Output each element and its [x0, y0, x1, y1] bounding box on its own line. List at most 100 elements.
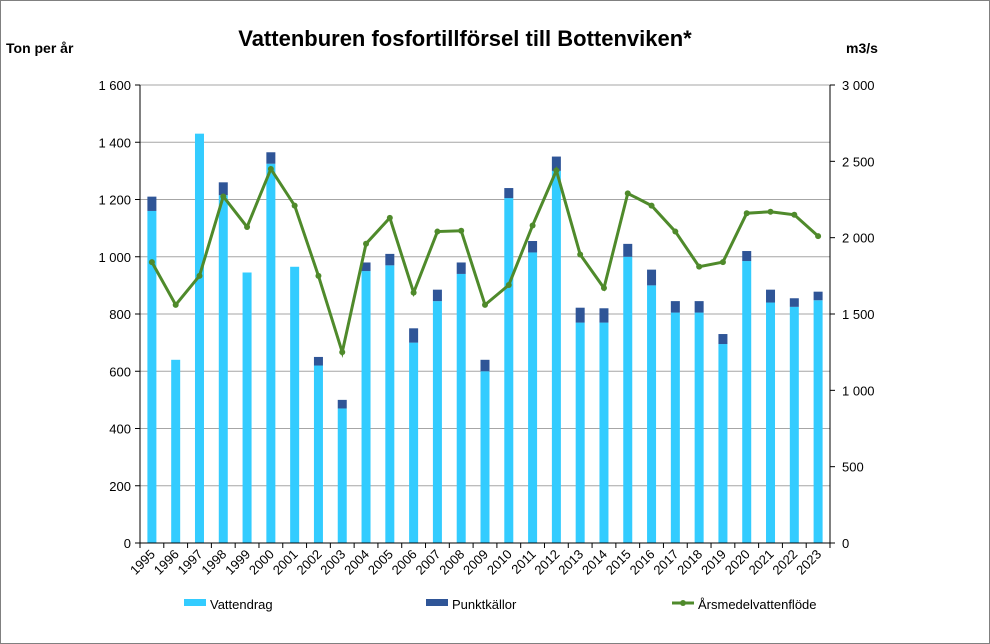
- x-tick-label: 2016: [627, 547, 658, 578]
- legend: Vattendrag Punktkällor Årsmedelvattenflöde: [184, 597, 817, 612]
- x-tick-label: 2020: [722, 547, 753, 578]
- legend-swatch-punktkallor: [426, 599, 448, 606]
- x-tick-label: 2022: [769, 547, 800, 578]
- flow-point: [410, 289, 417, 296]
- x-tick-label: 2009: [460, 547, 491, 578]
- flow-point: [434, 228, 441, 235]
- bar-vattendrag: [742, 261, 752, 543]
- flow-point: [624, 190, 631, 197]
- bar-vattendrag: [456, 273, 466, 543]
- bar-vattendrag: [266, 163, 276, 543]
- flow-point: [577, 251, 584, 258]
- x-tick-label: 2001: [270, 547, 301, 578]
- right-tick-label: 3 000: [842, 78, 875, 93]
- x-tick-label: 2003: [317, 547, 348, 578]
- right-tick-label: 500: [842, 460, 864, 475]
- legend-label-punktkallor: Punktkällor: [452, 597, 517, 612]
- x-tick-label: 2014: [579, 547, 610, 578]
- bar-vattendrag: [575, 322, 585, 543]
- x-tick-label: 2006: [389, 547, 420, 578]
- flow-point: [458, 227, 465, 234]
- bar-vattendrag: [789, 306, 799, 543]
- left-tick-label: 400: [109, 422, 131, 437]
- bar-punktkallor: [504, 188, 514, 199]
- flow-line-path: [150, 165, 820, 359]
- bar-vattendrag: [147, 210, 157, 543]
- flow-line: [148, 165, 822, 359]
- bar-vattendrag: [361, 271, 371, 543]
- bar-punktkallor: [528, 241, 538, 253]
- x-tick-label: 2012: [531, 547, 562, 578]
- flow-point: [719, 259, 726, 266]
- left-tick-label: 1 200: [98, 193, 131, 208]
- flow-point: [482, 301, 488, 308]
- x-tick-label: 1999: [222, 547, 253, 578]
- bar-punktkallor: [551, 156, 561, 171]
- bar-punktkallor: [147, 196, 157, 211]
- axes: [135, 84, 835, 548]
- left-tick-label: 800: [109, 307, 131, 322]
- x-tick-label: 2007: [412, 547, 443, 578]
- bar-vattendrag: [409, 342, 419, 543]
- bar-punktkallor: [670, 301, 680, 313]
- x-tick-label: 2018: [674, 547, 705, 578]
- bar-punktkallor: [718, 334, 728, 345]
- bar-vattendrag: [385, 265, 395, 543]
- bar-vattendrag: [647, 285, 657, 543]
- bar-vattendrag: [242, 272, 252, 543]
- x-tick-label: 2002: [294, 547, 325, 578]
- bar-punktkallor: [456, 262, 466, 274]
- right-axis-unit: m3/s: [846, 40, 878, 56]
- right-tick-label: 1 000: [842, 383, 875, 398]
- bar-vattendrag: [171, 359, 181, 543]
- bars: [147, 133, 823, 544]
- bar-vattendrag: [194, 133, 204, 543]
- x-tick-label: 2008: [436, 547, 467, 578]
- legend-swatch-vattendrag: [184, 599, 206, 606]
- flow-point: [196, 272, 203, 279]
- bar-punktkallor: [218, 182, 228, 196]
- flow-point: [291, 202, 298, 209]
- left-tick-label: 200: [109, 479, 131, 494]
- left-tick-label: 1 000: [98, 250, 131, 265]
- x-tick-label: 1998: [198, 547, 229, 578]
- bar-vattendrag: [528, 252, 538, 544]
- bar-vattendrag: [551, 170, 561, 543]
- bar-punktkallor: [789, 298, 799, 307]
- left-tick-label: 600: [109, 364, 131, 379]
- x-tick-label: 1995: [127, 547, 158, 578]
- flow-point: [743, 210, 750, 217]
- x-tick-label: 2011: [508, 547, 538, 577]
- bar-punktkallor: [480, 359, 490, 372]
- x-tick-label: 2005: [365, 547, 396, 578]
- flow-point: [672, 228, 679, 235]
- left-tick-label: 0: [124, 536, 131, 551]
- flow-point: [363, 240, 370, 247]
- bar-punktkallor: [266, 152, 276, 164]
- bar-punktkallor: [385, 253, 395, 266]
- bar-vattendrag: [718, 344, 728, 543]
- chart-title: Vattenburen fosfortillförsel till Botten…: [238, 26, 692, 51]
- bar-punktkallor: [742, 251, 752, 262]
- flow-point: [553, 167, 560, 174]
- bar-punktkallor: [313, 356, 323, 366]
- bar-punktkallor: [432, 289, 442, 302]
- x-tick-label: 2019: [698, 547, 729, 578]
- bar-punktkallor: [575, 307, 585, 323]
- flow-point: [505, 281, 512, 288]
- flow-point: [339, 349, 346, 356]
- flow-point: [815, 233, 822, 240]
- x-tick-label: 2017: [650, 547, 681, 578]
- bar-punktkallor: [361, 262, 371, 272]
- legend-label-flow: Årsmedelvattenflöde: [698, 597, 817, 612]
- bar-punktkallor: [813, 291, 823, 301]
- flow-point: [315, 272, 322, 279]
- bar-vattendrag: [218, 195, 228, 544]
- bar-vattendrag: [766, 302, 776, 543]
- flow-point: [244, 223, 251, 230]
- bar-vattendrag: [670, 312, 680, 543]
- flow-point: [767, 208, 774, 215]
- bar-punktkallor: [766, 289, 776, 303]
- bar-vattendrag: [504, 198, 514, 543]
- left-axis-unit: Ton per år: [6, 40, 74, 56]
